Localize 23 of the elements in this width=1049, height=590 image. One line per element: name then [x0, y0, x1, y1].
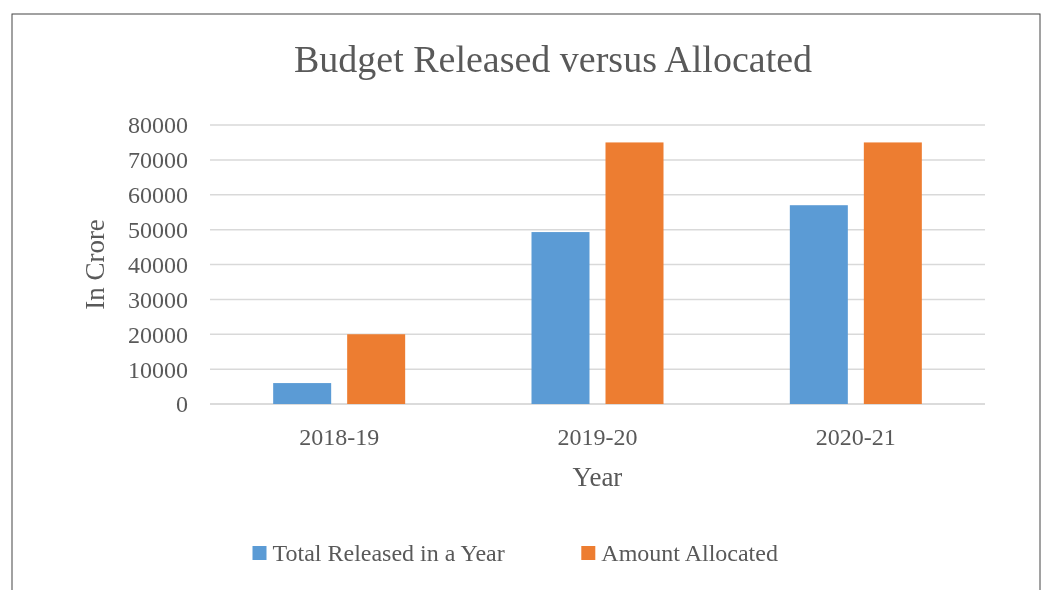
x-tick-label: 2018-19	[299, 424, 380, 450]
y-tick-label: 70000	[128, 147, 188, 174]
y-tick-label: 0	[176, 391, 188, 418]
x-tick-label: 2020-21	[815, 424, 896, 450]
y-tick-label: 40000	[128, 251, 188, 278]
y-tick-label: 60000	[128, 182, 188, 209]
y-tick-label: 80000	[128, 112, 188, 139]
y-tick-label: 20000	[128, 321, 188, 348]
x-axis-title: Year	[572, 462, 623, 492]
legend-label: Amount Allocated	[601, 540, 778, 567]
legend-label: Total Released in a Year	[272, 540, 505, 567]
chart-title: Budget Released versus Allocated	[293, 38, 813, 80]
bar	[863, 142, 922, 404]
bar	[531, 232, 590, 404]
x-tick-label: 2019-20	[557, 424, 638, 450]
y-axis-title: In Crore	[80, 219, 110, 310]
y-tick-label: 30000	[128, 286, 188, 313]
y-tick-label: 10000	[128, 356, 188, 383]
bar	[789, 205, 848, 404]
bar	[273, 383, 332, 404]
bar	[605, 142, 664, 404]
bar	[347, 334, 406, 404]
y-tick-label: 50000	[128, 217, 188, 244]
